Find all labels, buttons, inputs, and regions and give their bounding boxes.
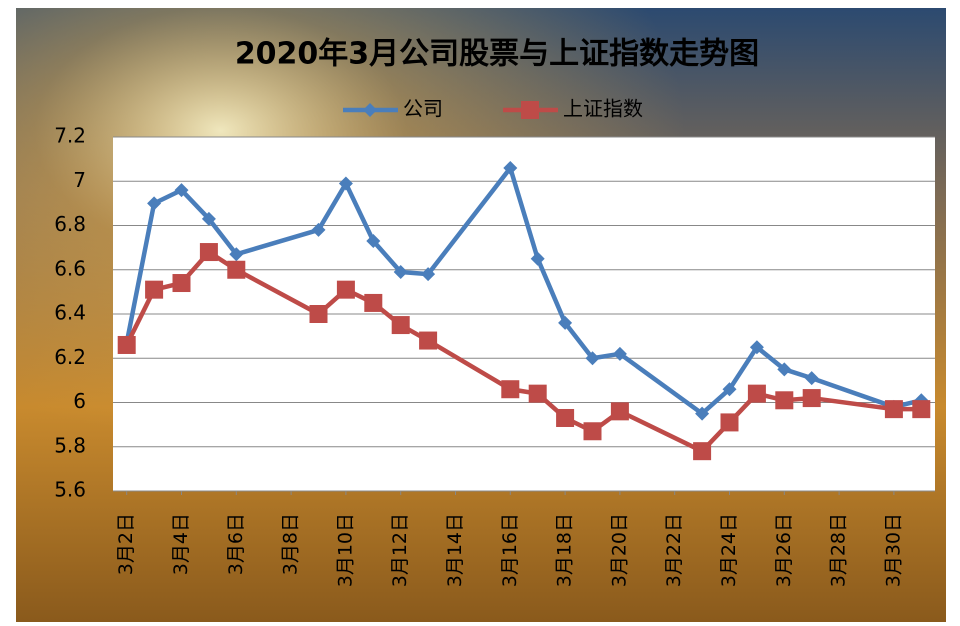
x-tick-label: 3月4日 — [170, 513, 192, 575]
y-tick-label: 6.2 — [54, 345, 86, 369]
data-point — [775, 391, 793, 409]
x-tick-label: 3月24日 — [718, 513, 740, 587]
data-point — [693, 442, 711, 460]
data-point — [419, 332, 437, 350]
x-tick-label: 3月8日 — [280, 513, 302, 575]
data-point — [337, 281, 355, 299]
data-point — [611, 402, 629, 420]
y-tick-label: 6 — [73, 389, 86, 413]
data-point — [392, 316, 410, 334]
x-tick-label: 3月6日 — [225, 513, 247, 575]
page: {"chart_data": {"type": "line", "title":… — [0, 0, 960, 626]
y-tick-label: 5.6 — [54, 478, 86, 502]
data-point — [364, 294, 382, 312]
y-tick-label: 5.8 — [54, 433, 86, 457]
data-point — [556, 409, 574, 427]
data-point — [227, 261, 245, 279]
x-tick-label: 3月20日 — [608, 513, 630, 587]
y-tick-label: 6.6 — [54, 256, 86, 280]
data-point — [173, 274, 191, 292]
x-tick-label: 3月26日 — [773, 513, 795, 587]
data-point — [748, 385, 766, 403]
data-point — [721, 413, 739, 431]
legend-marker — [521, 101, 539, 119]
data-point — [803, 389, 821, 407]
y-tick-label: 6.8 — [54, 212, 86, 236]
x-tick-label: 3月2日 — [115, 513, 137, 575]
chart-title: 2020年3月公司股票与上证指数走势图 — [235, 37, 759, 72]
legend-label: 公司 — [403, 97, 443, 121]
y-tick-label: 7 — [73, 168, 86, 192]
x-tick-label: 3月22日 — [663, 513, 685, 587]
y-tick-label: 7.2 — [54, 124, 86, 148]
x-tick-label: 3月12日 — [389, 513, 411, 587]
x-tick-label: 3月18日 — [554, 513, 576, 587]
data-point — [310, 305, 328, 323]
data-point — [200, 243, 218, 261]
data-point — [501, 380, 519, 398]
data-point — [885, 400, 903, 418]
data-point — [529, 385, 547, 403]
x-tick-label: 3月16日 — [499, 513, 521, 587]
legend-label: 上证指数 — [563, 97, 643, 121]
x-tick-label: 3月30日 — [882, 513, 904, 587]
data-point — [145, 281, 163, 299]
data-point — [118, 336, 136, 354]
data-point — [584, 422, 602, 440]
chart: 2020年3月公司股票与上证指数走势图 5.6 5.8 6 6.2 6.4 6.6 6.8 7… — [0, 0, 960, 626]
x-tick-label: 3月10日 — [334, 513, 356, 587]
data-point — [912, 400, 930, 418]
x-tick-label: 3月14日 — [444, 513, 466, 587]
y-tick-label: 6.4 — [54, 301, 86, 325]
x-tick-label: 3月28日 — [828, 513, 850, 587]
